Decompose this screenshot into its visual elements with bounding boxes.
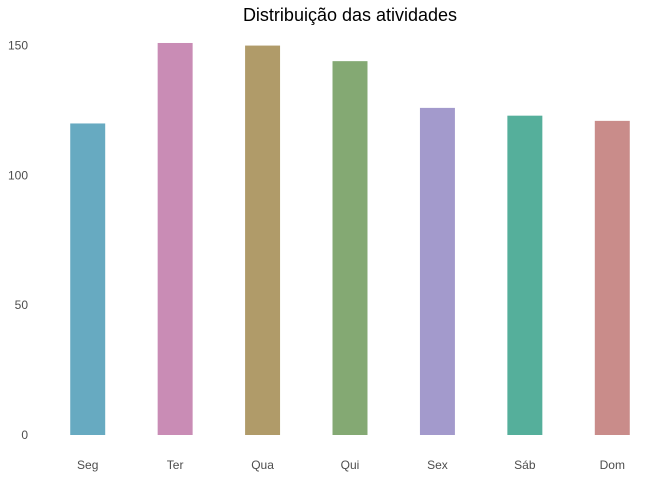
- bar-qui: [332, 61, 368, 436]
- bar-dom: [594, 120, 630, 435]
- bar-seg: [70, 123, 106, 435]
- bar-ter: [157, 42, 193, 435]
- x-tick-label: Sex: [427, 458, 448, 472]
- chart-title: Distribuição das atividades: [243, 5, 457, 25]
- x-axis: Seg Ter Qua Qui Sex Sáb Dom: [77, 458, 625, 472]
- x-tick-label: Ter: [167, 458, 184, 472]
- y-axis: 0 50 100 150: [8, 39, 28, 442]
- y-tick-label: 50: [15, 298, 29, 312]
- y-tick-label: 0: [21, 428, 28, 442]
- bar-series: [70, 42, 630, 436]
- y-tick-label: 100: [8, 168, 28, 182]
- x-tick-label: Qui: [341, 458, 360, 472]
- x-tick-label: Dom: [600, 458, 625, 472]
- x-tick-label: Sáb: [514, 458, 536, 472]
- x-tick-label: Seg: [77, 458, 98, 472]
- bar-sáb: [507, 115, 543, 435]
- y-tick-label: 150: [8, 39, 28, 53]
- bar-qua: [245, 45, 281, 435]
- bar-sex: [419, 107, 455, 435]
- x-tick-label: Qua: [251, 458, 274, 472]
